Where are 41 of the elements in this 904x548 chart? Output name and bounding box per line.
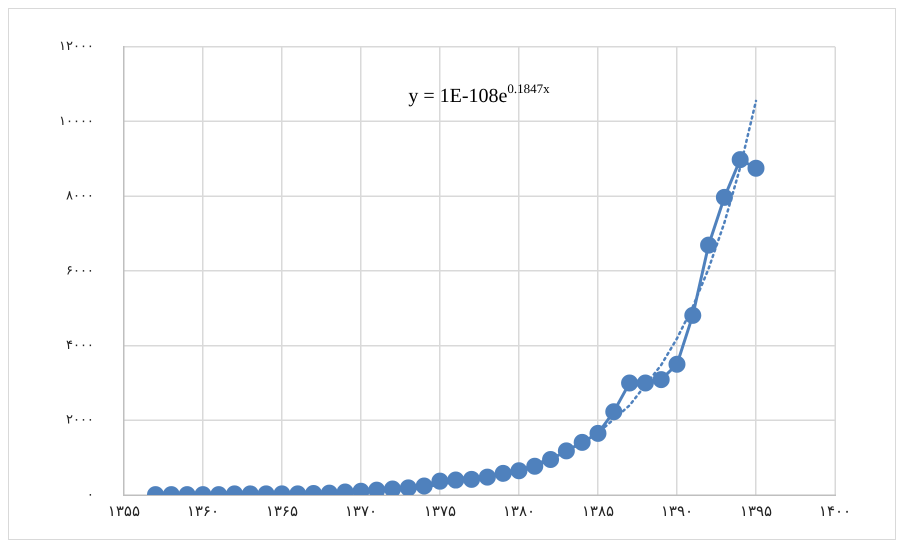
- x-tick-label: ۱۳۹۰: [660, 502, 694, 520]
- point: [431, 472, 448, 490]
- y-tick-label: ۴۰۰۰: [66, 338, 94, 353]
- x-tick-label: ۱۳۷۰: [344, 502, 378, 520]
- point: [526, 458, 544, 475]
- point: [574, 434, 591, 451]
- x-tick-label: ۱۳۹۵: [740, 502, 772, 520]
- point: [416, 478, 433, 495]
- y-tick-label: ۱۲۰۰۰: [58, 39, 94, 54]
- point: [463, 470, 480, 488]
- point: [684, 306, 702, 324]
- point: [542, 451, 560, 468]
- x-tick-label: ۱۳۸۵: [582, 502, 614, 520]
- y-tick-label: ۲۰۰۰: [66, 412, 94, 428]
- point: [700, 236, 718, 254]
- y-tick-label: ۰: [86, 487, 94, 502]
- point: [494, 464, 512, 482]
- point: [621, 374, 638, 392]
- point: [636, 374, 654, 392]
- y-tick-label: ۱۰۰۰۰: [58, 114, 94, 129]
- y-tick-label: ۸۰۰۰: [66, 188, 94, 204]
- point: [732, 151, 749, 168]
- point: [400, 479, 417, 495]
- point: [447, 472, 464, 489]
- point: [384, 480, 402, 495]
- x-tick-label: ۱۳۸۰: [502, 502, 536, 520]
- x-tick-label: ۱۳۷۵: [424, 502, 456, 520]
- point: [605, 403, 622, 420]
- x-tick-label: ۱۳۵۵: [108, 502, 140, 520]
- point: [747, 160, 764, 177]
- point: [668, 356, 686, 373]
- x-tick-label: ۱۳۶۰: [186, 502, 220, 520]
- point: [716, 188, 733, 206]
- point: [558, 442, 575, 460]
- point: [589, 424, 606, 442]
- x-tick-label: ۱۴۰۰: [818, 502, 852, 520]
- point: [510, 462, 528, 480]
- y-tick-label: ۶۰۰۰: [66, 263, 94, 278]
- point: [478, 468, 496, 486]
- point: [652, 371, 670, 388]
- x-tick-label: ۱۳۶۵: [266, 502, 298, 520]
